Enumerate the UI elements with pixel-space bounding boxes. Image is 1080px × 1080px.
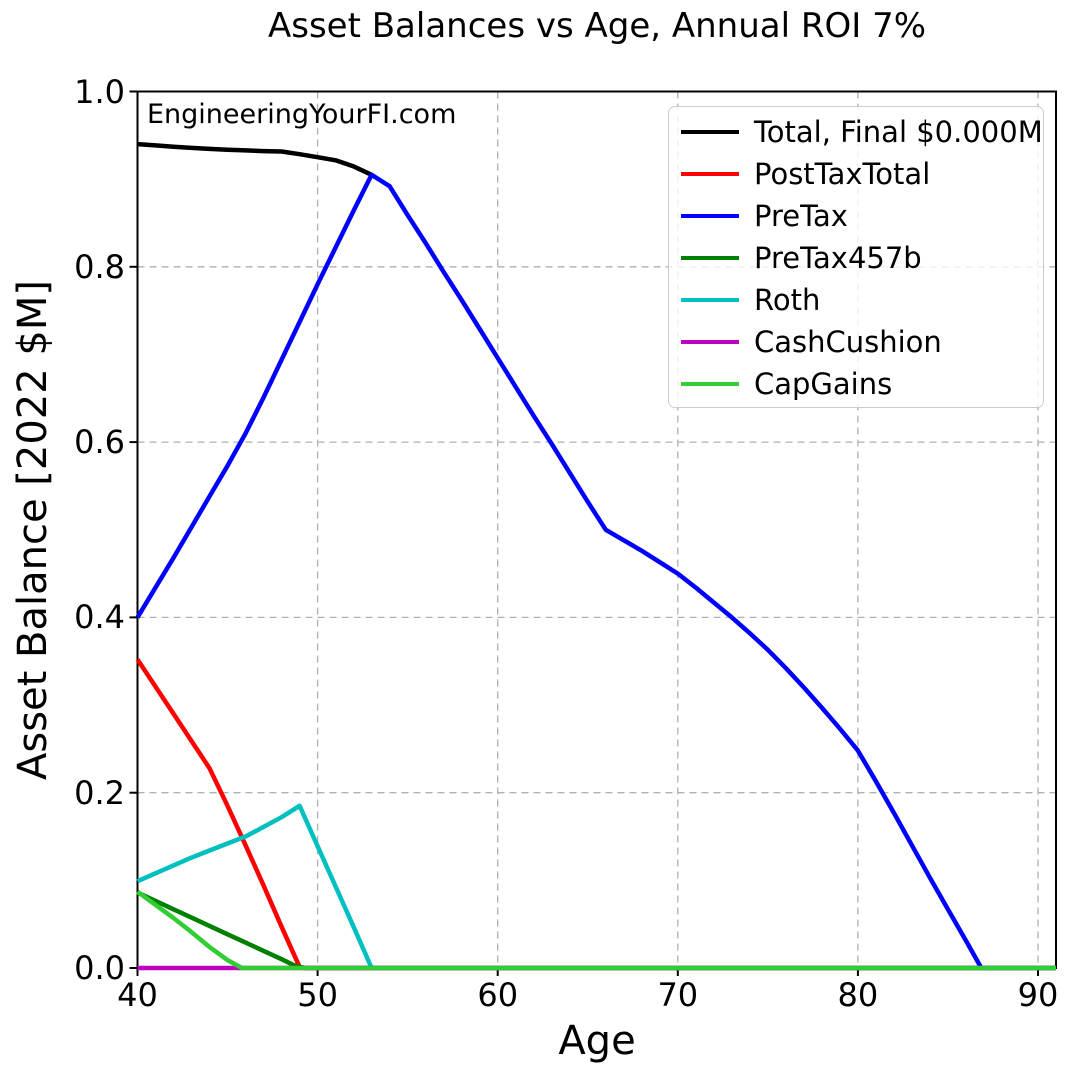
- legend: Total, Final $0.000M PostTaxTotal PreTax Pr…: [668, 106, 1044, 408]
- x-tick-label: 60: [477, 976, 519, 1014]
- y-tick-label: 1.0: [74, 72, 125, 111]
- watermark-text: EngineeringYourFI.com: [147, 99, 457, 130]
- y-tick-label: 0.0: [74, 949, 125, 987]
- series-line-pre_tax_457b: [136, 890, 1056, 971]
- legend-swatch-cap_gains: [681, 381, 739, 387]
- series-line-total: [137, 141, 373, 177]
- legend-swatch-pre_tax_457b: [681, 255, 739, 261]
- legend-label-roth: Roth: [754, 282, 821, 317]
- legend-swatch-pre_tax: [681, 213, 739, 219]
- legend-item-cash_cushion: CashCushion: [669, 321, 1043, 363]
- legend-swatch-total: [681, 129, 739, 135]
- x-tick-label: 70: [657, 976, 699, 1014]
- legend-label-pre_tax: PreTax: [754, 198, 848, 233]
- y-tick-label: 0.2: [74, 773, 125, 812]
- y-tick-label: 0.8: [74, 247, 125, 286]
- legend-item-pre_tax: PreTax: [669, 195, 1043, 237]
- legend-item-roth: Roth: [669, 279, 1043, 321]
- x-tick-label: 80: [837, 976, 879, 1014]
- y-tick-label: 0.4: [74, 598, 125, 637]
- chart-title: Asset Balances vs Age, Annual ROI 7%: [267, 6, 927, 46]
- legend-item-post_tax_total: PostTaxTotal: [669, 153, 1043, 195]
- series-line-cap_gains: [136, 889, 1056, 971]
- y-axis-label: Asset Balance [2022 $M]: [10, 280, 56, 780]
- legend-label-pre_tax_457b: PreTax457b: [754, 240, 922, 275]
- x-tick-label: 40: [117, 976, 158, 1014]
- x-tick-label: 90: [1017, 976, 1059, 1014]
- x-axis-label: Age: [558, 1018, 636, 1064]
- legend-swatch-cash_cushion: [681, 339, 739, 345]
- legend-item-total: Total, Final $0.000M: [669, 111, 1043, 153]
- legend-label-cash_cushion: CashCushion: [754, 324, 942, 359]
- y-tick-label: 0.6: [74, 423, 125, 462]
- legend-label-cap_gains: CapGains: [754, 366, 893, 401]
- series-line-post_tax_total: [135, 658, 1056, 971]
- series-line-roth: [136, 803, 1056, 971]
- legend-swatch-roth: [681, 297, 739, 303]
- series-line-pre_tax: [135, 172, 1056, 971]
- legend-item-pre_tax_457b: PreTax457b: [669, 237, 1043, 279]
- legend-item-cap_gains: CapGains: [669, 363, 1043, 405]
- legend-label-total: Total, Final $0.000M: [754, 114, 1043, 149]
- x-tick-label: 50: [297, 976, 338, 1014]
- legend-swatch-post_tax_total: [681, 171, 739, 177]
- legend-label-post_tax_total: PostTaxTotal: [754, 156, 931, 191]
